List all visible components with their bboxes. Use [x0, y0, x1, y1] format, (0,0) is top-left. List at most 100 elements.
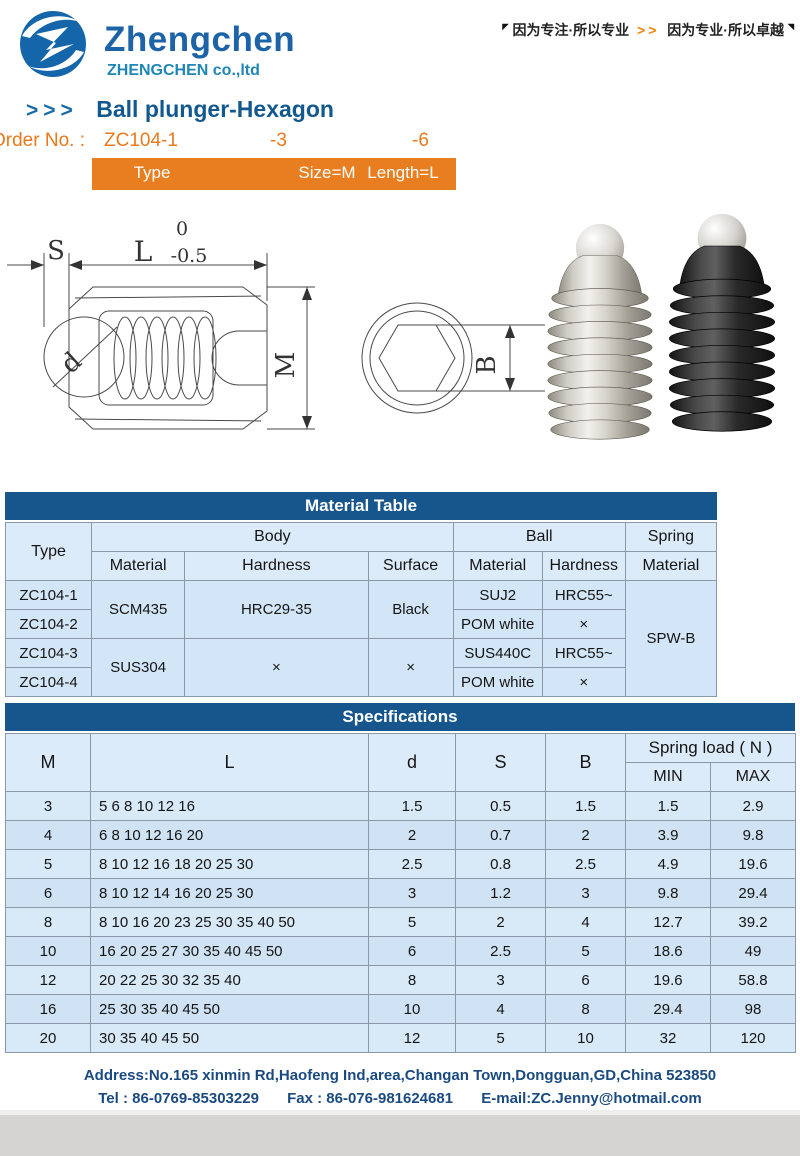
table-row: 3 5 6 8 10 12 16 1.5 0.5 1.5 1.5 2.9	[5, 791, 796, 821]
table-row: 8 8 10 16 20 23 25 30 35 40 50 5 2 4 12.…	[5, 907, 796, 937]
cell-type: ZC104-3	[4, 638, 93, 668]
ball-circle	[43, 316, 125, 398]
spec-cell-max: 98	[710, 994, 796, 1024]
slogan-left: 因为专注·所以专业	[512, 22, 630, 38]
table-row: ZC104-2 POM white ×	[4, 609, 717, 639]
cell-surface: ×	[367, 638, 454, 697]
spec-cell-s: 5	[455, 1023, 546, 1053]
title-arrows-icon: >>>	[26, 99, 78, 122]
spec-cell-max: 49	[710, 936, 796, 966]
dim-s-label: S	[47, 236, 65, 266]
cell-ball-material: POM white	[452, 609, 543, 639]
order-length-suffix: -6	[412, 130, 429, 151]
spring-coils	[113, 316, 217, 400]
spec-cell-min: 18.6	[625, 936, 711, 966]
end-view-outer-circle	[361, 302, 473, 414]
zhengchen-logo-icon	[20, 11, 86, 77]
spec-cell-d: 8	[368, 965, 456, 995]
material-table: Type Body Ball Spring Material Hardness …	[4, 522, 718, 697]
col-header-body-material: Material	[91, 551, 186, 581]
footer-tel: Tel : 86-0769-85303229	[98, 1090, 259, 1107]
spec-cell-l: 8 10 12 16 18 20 25 30	[90, 849, 369, 879]
spec-cell-b: 3	[545, 878, 626, 908]
spec-cell-m: 6	[5, 878, 91, 908]
cell-surface: Black	[367, 580, 454, 639]
slogan-corner-right-icon: ◥	[787, 22, 794, 31]
legend-size: Size=M	[298, 163, 356, 182]
brand-company: ZHENGCHEN co.,ltd	[107, 62, 260, 79]
footer-contact: Tel : 86-0769-85303229 Fax : 86-076-9816…	[0, 1087, 800, 1110]
spec-cell-m: 8	[5, 907, 91, 937]
spec-cell-max: 120	[710, 1023, 796, 1053]
spec-cell-d: 5	[368, 907, 456, 937]
footer-address: Address:No.165 xinmin Rd,Haofeng Ind,are…	[83, 1067, 717, 1084]
col-header-type: Type	[4, 522, 93, 581]
spec-cell-d: 3	[368, 878, 456, 908]
table-row: 4 6 8 10 12 16 20 2 0.7 2 3.9 9.8	[5, 820, 796, 850]
spec-table-body: 3 5 6 8 10 12 16 1.5 0.5 1.5 1.5 2.9 4 6…	[5, 791, 796, 1053]
table-row: 10 16 20 25 27 30 35 40 45 50 6 2.5 5 18…	[5, 936, 796, 966]
spec-cell-m: 12	[5, 965, 91, 995]
technical-drawing: S L 0 -0.5 d M B	[7, 218, 545, 430]
cell-type: ZC104-1	[4, 580, 93, 610]
spec-cell-min: 12.7	[625, 907, 711, 937]
material-table-title: Material Table	[5, 492, 717, 520]
spec-cell-max: 19.6	[710, 849, 796, 879]
spec-cell-b: 1.5	[545, 791, 626, 821]
table-row: 6 8 10 12 14 16 20 25 30 3 1.2 3 9.8 29.…	[5, 878, 796, 908]
table-row: 16 25 30 35 40 45 50 10 4 8 29.4 98	[5, 994, 796, 1024]
col-group-spring-load: Spring load ( N )	[625, 733, 796, 763]
specifications-section: Specifications M L d S B Spring load ( N…	[5, 703, 796, 1053]
spec-cell-min: 1.5	[625, 791, 711, 821]
footer-bottom-bar	[0, 1115, 800, 1156]
spec-cell-d: 2.5	[368, 849, 456, 879]
brand-name: Zhengchen	[104, 20, 296, 59]
slogan-right: 因为专业·所以卓越	[667, 22, 784, 38]
spec-cell-b: 10	[545, 1023, 626, 1053]
footer-fax: Fax : 86-076-981624681	[287, 1090, 454, 1107]
spec-cell-d: 10	[368, 994, 456, 1024]
cell-ball-hardness: HRC55~	[541, 638, 626, 668]
spec-table-title: Specifications	[5, 703, 795, 731]
spec-cell-l: 5 6 8 10 12 16	[90, 791, 369, 821]
spec-cell-s: 0.5	[455, 791, 546, 821]
plunger-body-outline	[68, 286, 268, 430]
spec-cell-s: 0.7	[455, 820, 546, 850]
col-header-spring-material: Material	[624, 551, 718, 581]
footer: Address:No.165 xinmin Rd,Haofeng Ind,are…	[0, 1064, 800, 1110]
col-header-body-hardness: Hardness	[184, 551, 369, 581]
spec-cell-s: 1.2	[455, 878, 546, 908]
spec-cell-l: 8 10 16 20 23 25 30 35 40 50	[90, 907, 369, 937]
slogan-arrows-icon: >>	[637, 22, 660, 38]
spec-cell-s: 2	[455, 907, 546, 937]
table-row: ZC104-3 SUS304 × × SUS440C HRC55~	[4, 638, 717, 697]
spec-table: M L d S B Spring load ( N ) MIN MAX 3 5 …	[5, 733, 796, 1053]
cell-ball-hardness: HRC55~	[541, 580, 626, 610]
spec-cell-d: 6	[368, 936, 456, 966]
spec-cell-max: 29.4	[710, 878, 796, 908]
spec-cell-b: 5	[545, 936, 626, 966]
spec-cell-b: 8	[545, 994, 626, 1024]
order-legend-bar: Type Size=M Length=L	[92, 158, 456, 190]
cell-ball-material: SUJ2	[452, 580, 543, 610]
table-row: 5 8 10 12 16 18 20 25 30 2.5 0.8 2.5 4.9…	[5, 849, 796, 879]
brand-slogan: ◤ 因为专注·所以专业 >> 因为专业·所以卓越 ◥	[502, 20, 794, 40]
spec-cell-min: 9.8	[625, 878, 711, 908]
spec-cell-b: 6	[545, 965, 626, 995]
spec-cell-m: 16	[5, 994, 91, 1024]
spec-cell-max: 39.2	[710, 907, 796, 937]
spec-cell-l: 30 35 40 45 50	[90, 1023, 369, 1053]
legend-length: Length=L	[367, 163, 439, 182]
spec-cell-m: 4	[5, 820, 91, 850]
dim-m-label: M	[271, 352, 301, 379]
spec-cell-b: 2.5	[545, 849, 626, 879]
col-group-body: Body	[91, 522, 454, 552]
col-header-ball-material: Material	[452, 551, 543, 581]
spec-cell-b: 4	[545, 907, 626, 937]
order-number-row: Order No. : ZC104-1 -3 -6	[0, 130, 800, 158]
page-title: Ball plunger-Hexagon	[96, 96, 334, 122]
spec-cell-l: 6 8 10 12 16 20	[90, 820, 369, 850]
dim-tol-upper: 0	[176, 218, 188, 240]
dim-d-label: d	[55, 346, 87, 379]
col-header-l: L	[90, 733, 369, 792]
